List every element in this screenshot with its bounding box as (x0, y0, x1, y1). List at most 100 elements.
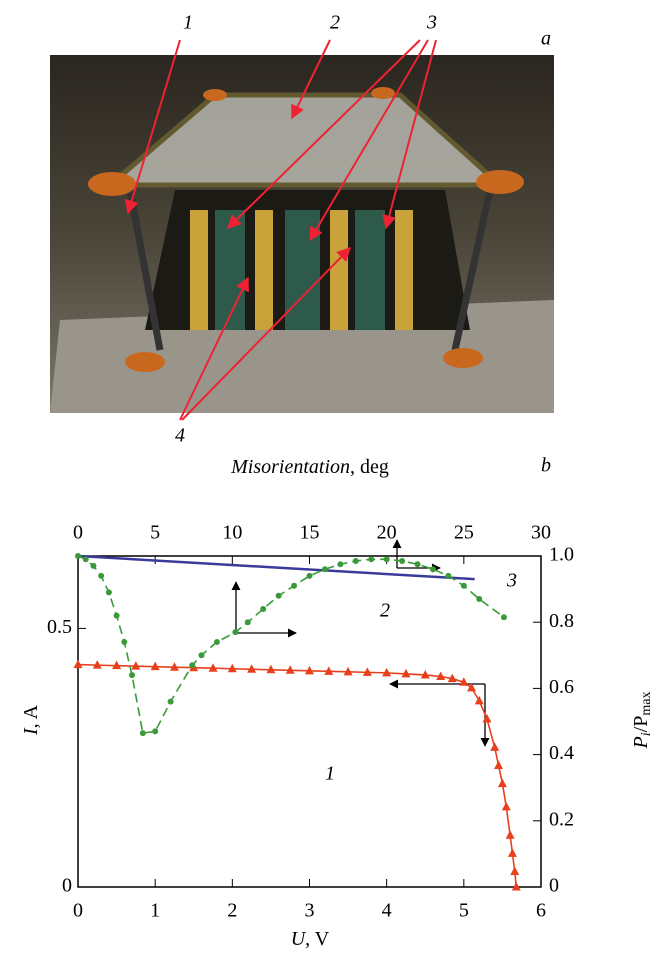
panel-label: b (541, 455, 551, 477)
point (244, 619, 251, 626)
point (266, 664, 276, 674)
point (208, 663, 218, 672)
photo (50, 39, 554, 421)
point (500, 614, 507, 621)
y2-tick-label: 1.0 (549, 544, 574, 566)
point (167, 698, 174, 705)
photo-label: 1 (183, 12, 193, 34)
annotation-arrows (231, 539, 490, 747)
point (467, 682, 477, 692)
y2-tick-label: 0.2 (549, 808, 574, 830)
series-line (77, 554, 475, 581)
y2-tick-label: 0.8 (549, 610, 574, 632)
label-part: , A (20, 704, 42, 728)
x2-tick-label: 30 (531, 522, 551, 544)
point (343, 666, 353, 676)
point (112, 660, 122, 670)
point (321, 566, 328, 573)
x2-tick-label: 15 (300, 522, 320, 544)
point (368, 556, 375, 563)
x-tick-label: 4 (382, 900, 392, 922)
series-label: 3 (506, 570, 517, 592)
photo-label: 4 (175, 425, 185, 447)
x2-tick-label: 20 (377, 522, 397, 544)
point (420, 669, 430, 679)
point (352, 557, 359, 564)
panel-label: a (541, 28, 551, 50)
point (324, 666, 334, 675)
photo-label: 2 (330, 12, 340, 34)
point (383, 556, 390, 563)
point (306, 572, 313, 579)
point (474, 695, 484, 705)
point (90, 562, 97, 569)
label-part: , deg (350, 456, 389, 478)
label-part: P (630, 736, 652, 749)
y2-tick-label: 0.6 (549, 676, 574, 698)
point (337, 561, 344, 568)
x2-tick-label: 0 (73, 522, 83, 544)
point (213, 639, 220, 646)
x2-tick-label: 5 (150, 522, 160, 544)
point (285, 665, 295, 674)
label-part: /P (630, 716, 652, 733)
y2-axis-label: Pi/Pmax (630, 692, 655, 750)
point (129, 672, 136, 679)
point (113, 612, 120, 619)
point (476, 596, 483, 603)
photo-label: 3 (426, 12, 437, 34)
x-tick-label: 1 (150, 900, 160, 922)
label-part: Misorientation (230, 456, 350, 478)
point (497, 778, 507, 788)
point (169, 662, 179, 671)
point (505, 830, 515, 839)
point (501, 801, 511, 811)
label-part: U (291, 928, 307, 950)
x-tick-label: 0 (73, 900, 83, 922)
point (198, 652, 205, 659)
point (152, 728, 159, 735)
point (75, 553, 81, 559)
point (447, 673, 457, 683)
point (232, 629, 239, 636)
y-tick-label: 0.5 (47, 616, 72, 638)
point (510, 866, 520, 875)
x-tick-label: 2 (227, 900, 237, 922)
point (73, 659, 83, 669)
label-part: max (639, 692, 654, 716)
x-tick-label: 3 (305, 900, 315, 922)
point (362, 667, 372, 676)
point (459, 677, 469, 686)
point (291, 582, 298, 589)
point (494, 760, 504, 769)
point (150, 661, 160, 671)
x2-tick-label: 25 (454, 522, 474, 544)
label-part: I (20, 727, 42, 736)
x-tick-label: 5 (459, 900, 469, 922)
point (121, 639, 128, 646)
point (260, 605, 267, 612)
point (105, 589, 112, 596)
series-line (77, 555, 505, 734)
point (460, 582, 467, 589)
y-tick-label: 0 (62, 875, 72, 897)
point (275, 592, 282, 599)
point (482, 713, 492, 723)
point (382, 667, 392, 677)
plot-frame (77, 555, 542, 888)
point (401, 668, 411, 678)
y-axis-label: I, A (20, 704, 42, 736)
point (399, 557, 406, 564)
point (247, 664, 257, 673)
point (131, 661, 141, 670)
point (511, 882, 521, 891)
point (429, 566, 436, 573)
y2-tick-label: 0.4 (549, 742, 574, 764)
point (414, 561, 421, 568)
point (92, 660, 102, 669)
series-label: 1 (325, 763, 335, 785)
point (445, 572, 452, 579)
point (227, 663, 237, 673)
series-label: 2 (380, 600, 390, 622)
